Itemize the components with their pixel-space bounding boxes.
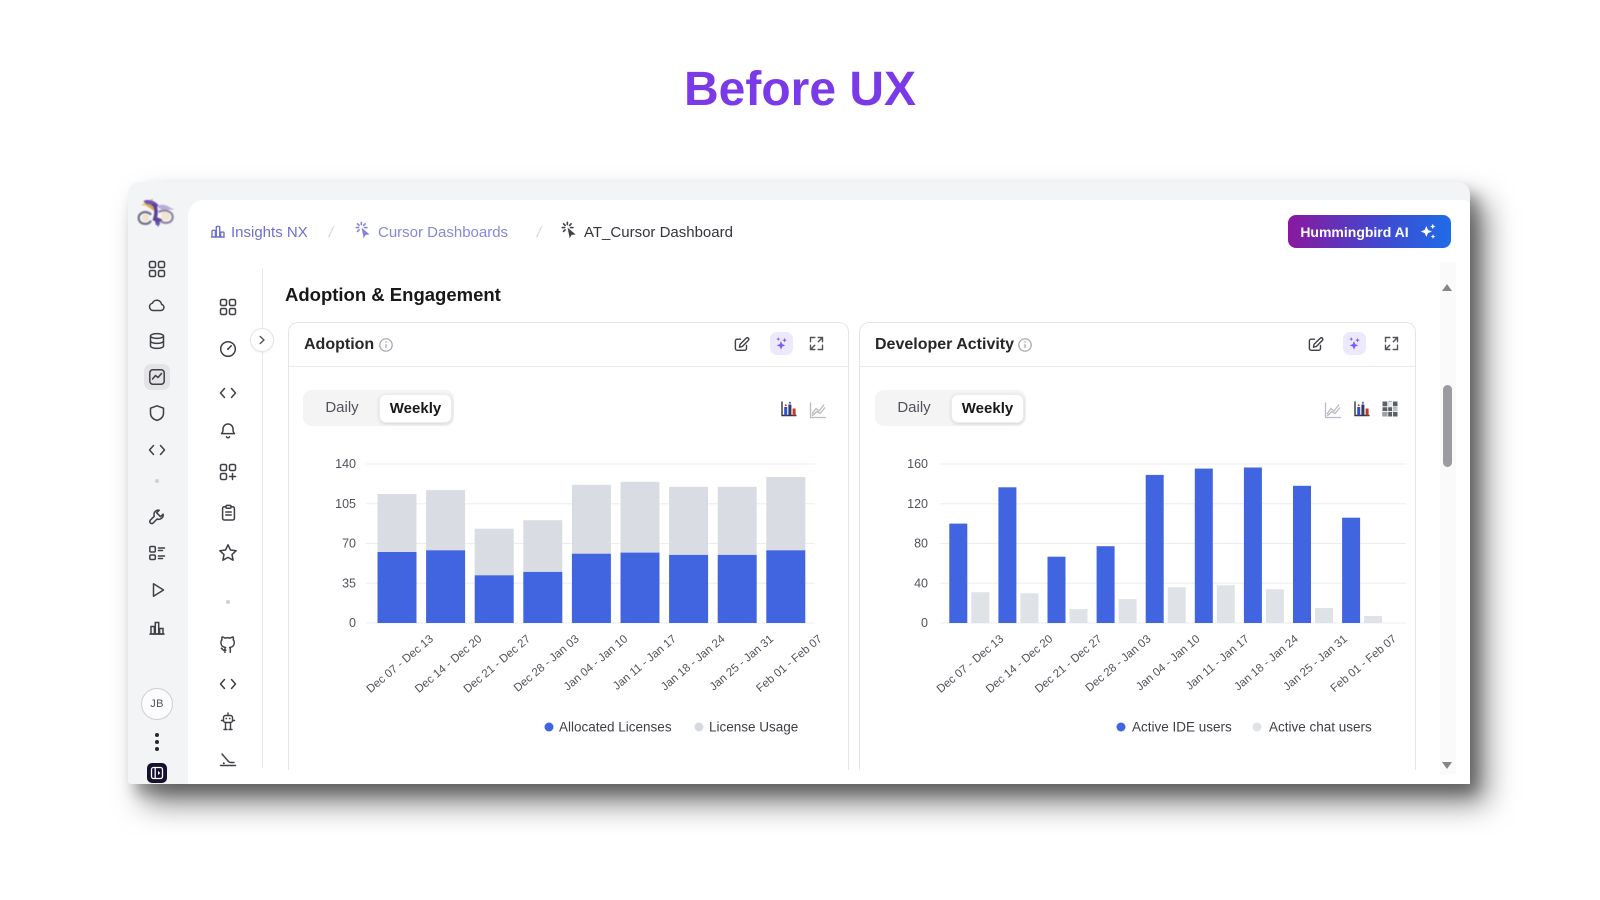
svg-text:70: 70 — [342, 537, 356, 551]
svg-text:120: 120 — [907, 497, 928, 511]
svg-text:140: 140 — [335, 457, 356, 471]
svg-text:35: 35 — [342, 577, 356, 591]
svg-text:80: 80 — [914, 537, 928, 551]
svg-text:105: 105 — [335, 497, 356, 511]
svg-text:160: 160 — [907, 457, 928, 471]
svg-text:40: 40 — [914, 577, 928, 591]
svg-text:0: 0 — [349, 616, 356, 630]
svg-text:License Usage: License Usage — [709, 720, 798, 735]
svg-text:Active chat users: Active chat users — [1269, 720, 1372, 735]
svg-text:Active IDE users: Active IDE users — [1132, 720, 1232, 735]
svg-text:Allocated Licenses: Allocated Licenses — [559, 720, 672, 735]
svg-text:0: 0 — [921, 616, 928, 630]
